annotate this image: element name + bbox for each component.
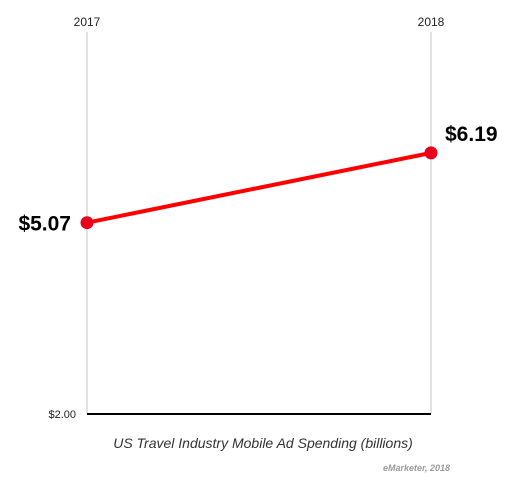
x-tick-label-2017: 2017 [74, 15, 101, 29]
data-point-2017 [80, 216, 94, 230]
data-label-2018: $6.19 [445, 123, 498, 146]
y-tick-label: $2.00 [48, 409, 76, 421]
source-credit: eMarketer, 2018 [382, 463, 450, 473]
chart-title: US Travel Industry Mobile Ad Spending (b… [113, 435, 413, 451]
series-line [86, 150, 432, 225]
data-point-2018 [424, 146, 438, 160]
x-tick-label-2018: 2018 [418, 15, 445, 29]
series-layer: $5.07 $6.19 [18, 123, 497, 236]
data-label-2017: $5.07 [18, 213, 71, 236]
